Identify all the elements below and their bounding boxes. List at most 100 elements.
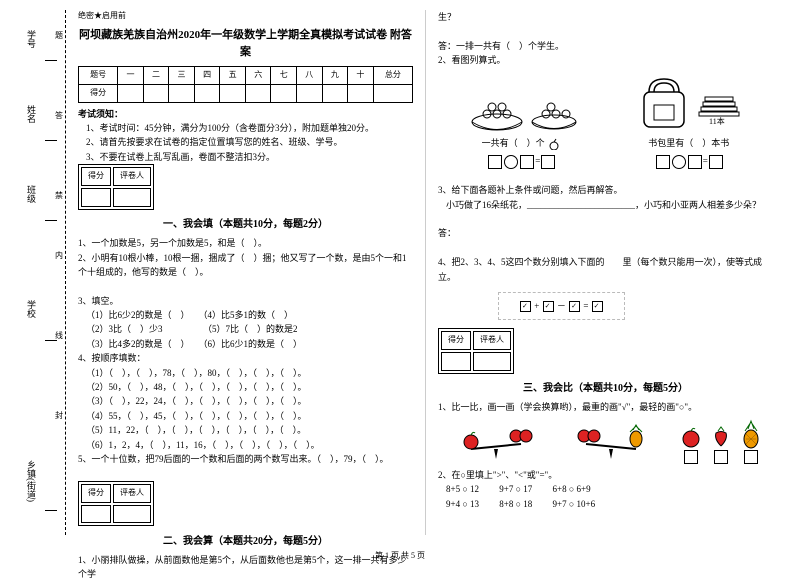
balance-icon: [566, 424, 656, 464]
q2-3: 3、给下面各题补上条件或问题，然后再解答。: [438, 183, 773, 197]
fruit-plates-icon: [462, 82, 582, 132]
q1-4: 4、按顺序填数：: [78, 351, 413, 365]
scorebox-cell[interactable]: [473, 352, 511, 371]
fill-box[interactable]: [592, 301, 603, 312]
blank-box[interactable]: [688, 155, 702, 169]
scorebox-label: 得分: [81, 167, 111, 186]
side-char: 内: [55, 250, 63, 261]
side-char: 答: [55, 110, 63, 121]
blank-circle[interactable]: [504, 155, 518, 169]
q1-4-item: （6）1，2，4，（ ），11，16，（ ），（ ），（ ），（ ）。: [78, 438, 413, 452]
score-col: 六: [245, 66, 271, 84]
score-col: 一: [118, 66, 144, 84]
scorebox-cell[interactable]: [113, 188, 151, 207]
fill-box[interactable]: [569, 301, 580, 312]
peach-icon: [547, 138, 561, 150]
score-cell[interactable]: [118, 84, 144, 102]
blank-box[interactable]: [709, 155, 723, 169]
notice-item: 2、请首先按要求在试卷的指定位置填写您的姓名、班级、学号。: [78, 135, 413, 149]
compare-item: 9+7 ○ 17: [499, 482, 532, 496]
q1-1: 1、一个加数是5，另一个加数是5，和是（ ）。: [78, 236, 413, 250]
margin-line: [45, 140, 57, 141]
notice-title: 考试须知：: [78, 107, 413, 121]
margin-line: [45, 510, 57, 511]
score-col: 七: [271, 66, 297, 84]
q1-2: 2、小明有10根小棒，10根一捆，捆成了（ ）捆；他又写了一个数，是由5个一和1…: [78, 251, 413, 280]
compare-item: 8+5 ○ 12: [446, 482, 479, 496]
score-col: 二: [143, 66, 169, 84]
side-char: 封: [55, 410, 63, 421]
score-col: 八: [297, 66, 323, 84]
score-col: 五: [220, 66, 246, 84]
notice-item: 3、不要在试卷上乱写乱画，卷面不整洁扣3分。: [78, 150, 413, 164]
blank-box[interactable]: [488, 155, 502, 169]
scorebox-cell[interactable]: [113, 505, 151, 524]
q2-3a: 小巧做了16朵纸花，________________________，小巧和小亚…: [438, 198, 773, 212]
scorebox-cell[interactable]: [81, 188, 111, 207]
score-cell[interactable]: [194, 84, 220, 102]
score-cell[interactable]: [220, 84, 246, 102]
scorebox-cell[interactable]: [81, 505, 111, 524]
answer-box[interactable]: [744, 450, 758, 464]
notice-item: 1、考试时间：45分钟，满分为100分（含卷面分3分），附加题单独20分。: [78, 121, 413, 135]
q1-3-item: （1）比6少2的数是（ ） （4）比5多1的数（ ）: [78, 308, 413, 322]
q1-5: 5、一个十位数，把79后面的一个数和后面的两个数写出来。（ ），79，（ ）。: [78, 452, 413, 466]
q1-4-item: （1）（ ），（ ），78，（ ），80，（ ），（ ），（ ）。: [78, 366, 413, 380]
compare-item: 9+7 ○ 10+6: [553, 497, 596, 511]
margin-label: 班级: [25, 185, 38, 203]
score-cell[interactable]: [373, 84, 412, 102]
score-cell[interactable]: [271, 84, 297, 102]
margin-line: [45, 60, 57, 61]
answer-box[interactable]: [684, 450, 698, 464]
q3-2: 2、在○里填上">"、"<"或"="。: [438, 468, 773, 482]
score-cell[interactable]: [297, 84, 323, 102]
compare-row: 8+5 ○ 12 9+7 ○ 17 6+8 ○ 6+9: [438, 482, 773, 496]
score-col: 总分: [373, 66, 412, 84]
score-cell[interactable]: [322, 84, 348, 102]
side-char: 线: [55, 330, 63, 341]
section-3-title: 三、我会比（本题共10分，每题5分）: [438, 381, 773, 397]
margin-label: 学号: [25, 30, 38, 48]
blank-box[interactable]: [520, 155, 534, 169]
section-score-box: 得分评卷人: [78, 481, 154, 527]
q2-3-ans: 答：: [438, 226, 773, 240]
scorebox-label: 评卷人: [113, 167, 151, 186]
seal-text: 绝密★启用前: [78, 10, 413, 23]
blank-box[interactable]: [656, 155, 670, 169]
margin-label: 姓名: [25, 105, 38, 123]
compare-item: 9+4 ○ 13: [446, 497, 479, 511]
blank-box[interactable]: [541, 155, 555, 169]
apple-icon: [681, 424, 701, 449]
score-cell[interactable]: [348, 84, 374, 102]
q1-4-item: （4）55，（ ），45，（ ），（ ），（ ），（ ），（ ）。: [78, 409, 413, 423]
scorebox-label: 得分: [441, 331, 471, 350]
q2-1-ans: 答：一排一共有（ ）个学生。: [438, 39, 773, 53]
q1-3-item: （3）比4多2的数是（ ） （6）比6少1的数是（ ）: [78, 337, 413, 351]
section-1-title: 一、我会填（本题共10分，每题2分）: [78, 217, 413, 233]
binding-margin: 学号 姓名 班级 学校 乡镇(街道) 题 答 禁 内 线 封: [15, 10, 66, 535]
scorebox-cell[interactable]: [441, 352, 471, 371]
fill-box[interactable]: [543, 301, 554, 312]
score-col: 十: [348, 66, 374, 84]
fill-box[interactable]: [520, 301, 531, 312]
label-books: 书包里有（ ）本书: [648, 136, 729, 150]
q2-4: 4、把2、3、4、5这四个数分别填入下面的 里（每个数只能用一次），使等式成立。: [438, 255, 773, 284]
blank-circle[interactable]: [672, 155, 686, 169]
margin-label: 学校: [25, 300, 38, 318]
exam-title: 阿坝藏族羌族自治州2020年一年级数学上学期全真模拟考试试卷 附答案: [78, 27, 413, 62]
scorebox-label: 评卷人: [473, 331, 511, 350]
label-fruits: 一共有（ ）个: [482, 136, 561, 150]
strawberry-icon: [711, 424, 731, 449]
backpack-books-icon: 11本: [629, 72, 749, 132]
section-score-box: 得分评卷人: [438, 328, 514, 374]
score-col: 四: [194, 66, 220, 84]
q2-1-cont: 生？: [438, 10, 773, 24]
balance-icon: [451, 424, 541, 464]
score-row-label: 得分: [79, 84, 118, 102]
score-cell[interactable]: [245, 84, 271, 102]
score-cell[interactable]: [169, 84, 195, 102]
section-2-title: 二、我会算（本题共20分，每题5分）: [78, 534, 413, 550]
score-cell[interactable]: [143, 84, 169, 102]
answer-box[interactable]: [714, 450, 728, 464]
right-column: 生？ 答：一排一共有（ ）个学生。 2、看图列算式。: [426, 10, 785, 535]
